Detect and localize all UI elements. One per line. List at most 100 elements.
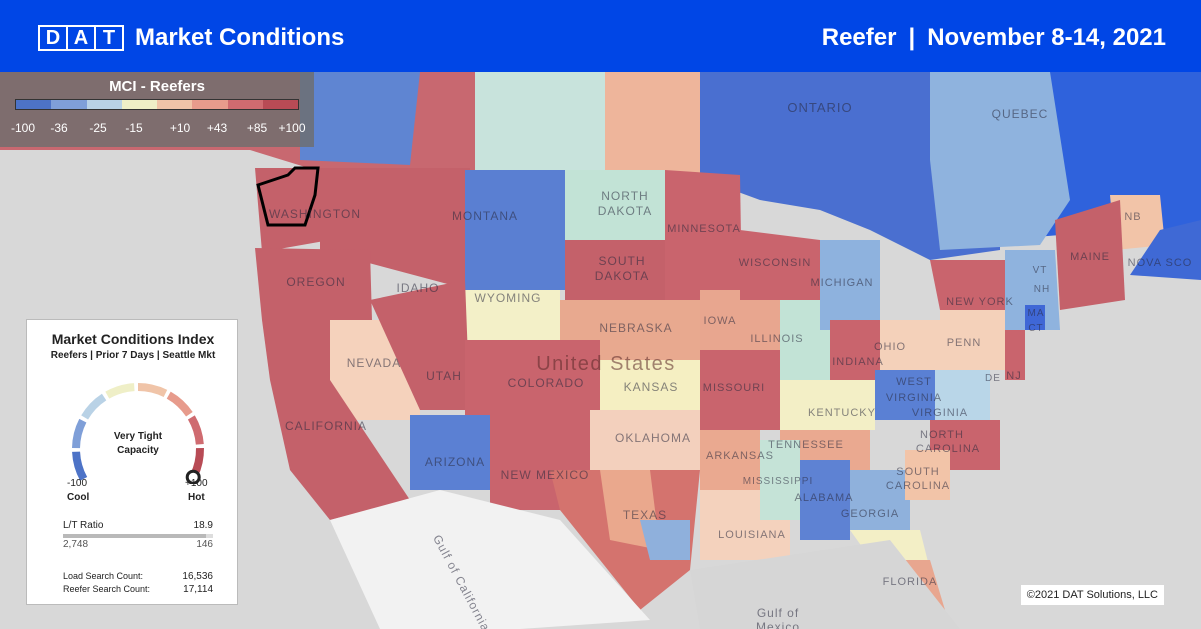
- lt-ratio-bar-fill: [63, 534, 206, 538]
- equipment-type: Reefer: [821, 24, 897, 51]
- legend-swatch: [262, 100, 298, 109]
- panel-subtitle: Reefers | Prior 7 Days | Seattle Mkt: [50, 350, 216, 361]
- map-label: ARIZONA: [425, 455, 485, 469]
- region-montana-e: [465, 170, 565, 290]
- region-west-virginia: [875, 370, 935, 420]
- market-map[interactable]: ONTARIO QUEBEC NORTH DAKOTA WASHINGTON MONTAN…: [0, 72, 1201, 629]
- map-label: OKLAHOMA: [615, 431, 691, 445]
- region-oklahoma: [590, 410, 700, 470]
- map-label: DE: [985, 373, 1001, 384]
- status-line-1: Very Tight: [113, 431, 163, 442]
- legend-title: MCI - Reefers: [109, 78, 205, 95]
- region-saskatchewan: [605, 72, 700, 175]
- map-label: DAKOTA: [598, 204, 652, 218]
- legend-tick: -15: [125, 121, 143, 135]
- legend-swatch: [86, 100, 122, 109]
- logo-letter: T: [94, 27, 122, 49]
- region-s-california: [270, 380, 410, 520]
- region-mississippi: [760, 440, 800, 520]
- map-label: FLORIDA: [883, 576, 938, 588]
- map-label: WEST: [896, 376, 932, 388]
- map-label: UTAH: [426, 369, 462, 383]
- region-arizona: [410, 415, 490, 490]
- mci-info-panel: Market Conditions Index Reefers | Prior …: [26, 319, 238, 605]
- gauge-segment: [72, 451, 88, 481]
- map-label: NORTH: [601, 189, 648, 203]
- region-georgia: [850, 470, 910, 530]
- region-ontario: [700, 72, 1000, 260]
- mci-gauge: [72, 383, 204, 484]
- legend-tick: -100: [10, 121, 36, 135]
- header-bar: D A T Market Conditions Reefer | Novembe…: [0, 0, 1201, 72]
- region-gulf: [690, 540, 960, 629]
- map-label: KANSAS: [624, 380, 679, 394]
- region-colorado: [465, 340, 600, 420]
- mci-legend: MCI - Reefers -100 -36 -25 -15 +10 +43 +…: [0, 72, 314, 147]
- region-ohio: [880, 320, 940, 380]
- region-south-carolina: [905, 450, 950, 500]
- map-label: CALIFORNIA: [285, 419, 367, 433]
- gauge-segment: [81, 393, 107, 420]
- map-label: NJ: [1006, 370, 1021, 382]
- status-line-2: Capacity: [117, 445, 159, 456]
- seattle-market-outline: [256, 166, 320, 227]
- map-label: PENN: [947, 337, 982, 349]
- map-label: MA: [1028, 308, 1045, 319]
- map-label: VT: [1033, 265, 1048, 276]
- capacity-status: Very Tight Capacity: [102, 430, 174, 458]
- map-label: WYOMING: [475, 291, 542, 305]
- map-label: SOUTH: [896, 466, 940, 478]
- legend-swatch: [121, 100, 157, 109]
- date-range: November 8-14, 2021: [927, 24, 1166, 51]
- map-label: NH: [1034, 284, 1050, 295]
- region-maine: [1055, 200, 1125, 310]
- lt-left-value: 2,748: [63, 539, 89, 550]
- map-label: NEVADA: [347, 356, 401, 370]
- region-kansas: [600, 360, 710, 410]
- legend-tick: -25: [89, 121, 107, 135]
- region-bc-east: [300, 72, 420, 165]
- reefer-search-value: 17,114: [183, 584, 213, 595]
- region-nj: [1005, 330, 1025, 380]
- gauge-segment: [166, 391, 193, 417]
- legend-tick: +85: [246, 121, 268, 135]
- region-virginia: [935, 370, 990, 430]
- gauge-segment: [187, 415, 204, 445]
- region-wisconsin: [740, 230, 820, 300]
- map-label: WISCONSIN: [739, 257, 812, 269]
- map-label: VIRGINIA: [886, 392, 942, 404]
- region-alberta: [475, 72, 605, 170]
- panel-title: Market Conditions Index: [51, 331, 215, 347]
- logo-letter: D: [45, 26, 61, 49]
- map-label: CAROLINA: [916, 443, 980, 455]
- region-south-dakota: [565, 240, 665, 300]
- load-search-value: 16,536: [182, 571, 213, 582]
- region-illinois: [780, 300, 830, 380]
- region-minnesota: [665, 170, 742, 300]
- map-label: MAINE: [1070, 251, 1110, 263]
- page-title: Market Conditions: [135, 24, 345, 51]
- lt-ratio-value: 18.9: [193, 520, 213, 531]
- region-penn: [940, 300, 1010, 370]
- map-label: Mexico: [756, 620, 800, 629]
- region-washington: [255, 168, 330, 252]
- map-label: WASHINGTON: [269, 207, 361, 221]
- legend-swatch: [192, 100, 228, 109]
- region-vermont-nh: [1005, 250, 1060, 330]
- map-label: OHIO: [874, 341, 906, 353]
- region-iowa: [700, 290, 780, 350]
- region-oregon: [255, 248, 372, 320]
- map-label: OREGON: [286, 275, 345, 289]
- gauge-indicator: [185, 469, 201, 484]
- map-label: MISSOURI: [703, 382, 765, 394]
- legend-tick: +100: [278, 121, 306, 135]
- map-label: SOUTH: [599, 254, 646, 268]
- region-nb: [1110, 195, 1165, 250]
- title-separator: |: [908, 24, 916, 51]
- region-north-dakota: [565, 170, 665, 240]
- region-kentucky: [780, 380, 875, 430]
- map-label: VIRGINIA: [912, 407, 968, 419]
- map-label: IDAHO: [396, 281, 439, 295]
- map-label: ARKANSAS: [706, 450, 774, 462]
- lt-ratio-bar: [63, 534, 213, 538]
